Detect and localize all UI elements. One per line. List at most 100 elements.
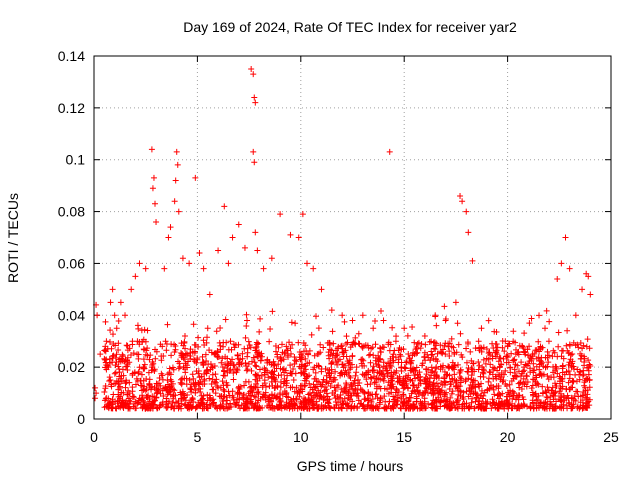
data-point	[558, 260, 565, 267]
data-point	[233, 401, 240, 408]
data-point	[186, 404, 193, 411]
data-point	[302, 342, 309, 349]
data-point	[171, 198, 178, 205]
data-point	[331, 391, 338, 398]
data-point	[327, 374, 334, 381]
data-point	[336, 356, 343, 363]
data-point	[108, 345, 115, 352]
data-point	[149, 399, 156, 406]
data-point	[505, 359, 512, 366]
data-point	[389, 353, 396, 360]
data-point	[568, 364, 575, 371]
data-point	[419, 360, 426, 367]
data-point	[398, 393, 405, 400]
data-point	[398, 359, 405, 366]
data-point	[347, 364, 354, 371]
data-point	[441, 303, 448, 310]
data-point	[457, 368, 464, 375]
data-point	[195, 334, 202, 341]
data-point	[434, 350, 441, 357]
data-point	[367, 351, 374, 358]
data-point	[253, 344, 260, 351]
data-point	[519, 342, 526, 349]
data-point	[359, 312, 366, 319]
data-point	[361, 405, 368, 412]
data-point	[312, 375, 319, 382]
data-point	[217, 346, 224, 353]
data-point	[421, 387, 428, 394]
data-point	[326, 367, 333, 374]
data-point	[435, 383, 442, 390]
data-point	[523, 383, 530, 390]
data-point	[582, 377, 589, 384]
data-point	[508, 350, 515, 357]
data-point	[490, 384, 497, 391]
data-point	[253, 363, 260, 370]
data-point	[105, 364, 112, 371]
data-point	[255, 340, 262, 347]
data-point	[343, 333, 350, 340]
data-point	[405, 398, 412, 405]
data-point	[235, 341, 242, 348]
data-point	[303, 405, 310, 412]
data-point	[563, 402, 570, 409]
data-point	[471, 405, 478, 412]
data-point	[586, 376, 593, 383]
data-point	[398, 346, 405, 353]
data-point	[112, 342, 119, 349]
data-point	[326, 346, 333, 353]
data-point	[200, 265, 207, 272]
data-point	[222, 353, 229, 360]
data-point	[315, 362, 322, 369]
data-point	[209, 400, 216, 407]
data-point	[484, 398, 491, 405]
data-point	[167, 224, 174, 231]
data-point	[290, 366, 297, 373]
data-point	[94, 312, 101, 319]
data-point	[344, 339, 351, 346]
data-point	[501, 348, 508, 355]
data-point	[520, 364, 527, 371]
data-point	[288, 350, 295, 357]
data-point	[112, 354, 119, 361]
data-point	[538, 360, 545, 367]
data-point	[422, 357, 429, 364]
data-point	[530, 360, 537, 367]
data-point	[171, 403, 178, 410]
data-point	[585, 367, 592, 374]
data-point	[428, 404, 435, 411]
data-point	[571, 393, 578, 400]
data-point	[557, 375, 564, 382]
data-point	[428, 338, 435, 345]
y-tick-label: 0.1	[66, 152, 86, 168]
data-point	[189, 396, 196, 403]
data-point	[299, 388, 306, 395]
data-point	[171, 387, 178, 394]
data-point	[229, 234, 236, 241]
data-point	[299, 352, 306, 359]
data-point	[549, 353, 556, 360]
data-point	[516, 384, 523, 391]
data-point	[448, 364, 455, 371]
data-point	[243, 322, 250, 329]
data-point	[329, 328, 336, 335]
data-point	[429, 368, 436, 375]
data-point	[421, 395, 428, 402]
data-point	[235, 221, 242, 228]
data-point	[537, 345, 544, 352]
data-point	[217, 325, 224, 332]
data-point	[215, 247, 222, 254]
data-point	[204, 366, 211, 373]
data-point	[469, 366, 476, 373]
x-axis-label: GPS time / hours	[297, 458, 404, 474]
data-point	[559, 362, 566, 369]
data-point	[250, 148, 257, 155]
data-point	[432, 346, 439, 353]
data-point	[109, 405, 116, 412]
data-point	[410, 365, 417, 372]
data-point	[529, 376, 536, 383]
data-point	[585, 357, 592, 364]
data-point	[109, 353, 116, 360]
data-point	[110, 331, 117, 338]
data-point	[368, 375, 375, 382]
